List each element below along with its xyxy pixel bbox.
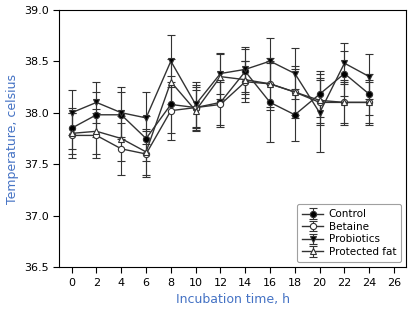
Y-axis label: Temperature, celsius: Temperature, celsius — [5, 74, 19, 203]
X-axis label: Incubation time, h: Incubation time, h — [176, 294, 290, 306]
Legend: Control, Betaine, Probiotics, Protected fat: Control, Betaine, Probiotics, Protected … — [297, 204, 401, 262]
